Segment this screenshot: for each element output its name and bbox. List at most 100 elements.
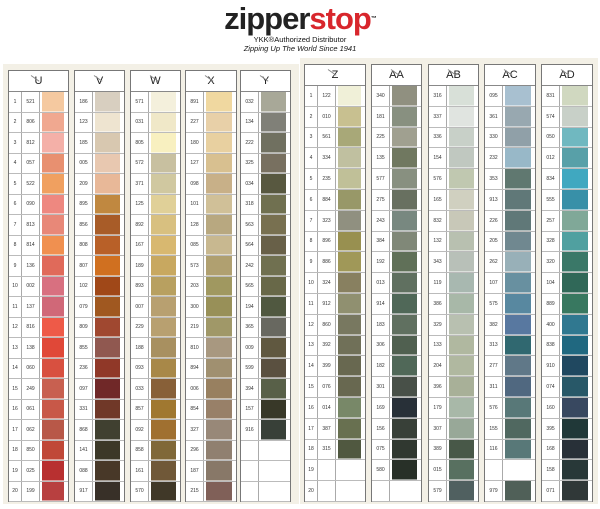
color-row: 123 [75, 112, 124, 133]
color-code: 249 [22, 379, 40, 399]
color-row: 15 076 [305, 377, 365, 398]
color-code: 242 [241, 256, 259, 276]
color-code: 128 [186, 215, 204, 235]
color-swatch [261, 194, 286, 214]
color-row: 3 561 [305, 127, 365, 149]
column-header: AB [429, 65, 478, 86]
color-row: 917 [75, 481, 124, 502]
color-swatch [95, 420, 120, 440]
color-swatch [206, 420, 232, 440]
color-row: 301 [372, 377, 421, 398]
color-panel-right: Z112220103561433452356884732388969886103… [300, 58, 598, 504]
color-code: 394 [241, 379, 259, 399]
color-row: 9 886 [305, 252, 365, 274]
color-code: 361 [485, 106, 503, 127]
color-row: 242 [241, 256, 290, 277]
color-row: 125 [131, 194, 180, 215]
color-row: 573 [186, 256, 236, 277]
color-row: 895 [75, 194, 124, 215]
color-row: 257 [542, 210, 592, 232]
color-swatch [449, 252, 474, 273]
color-code: 097 [75, 379, 93, 399]
color-row: 563 [241, 215, 290, 236]
color-swatch [95, 153, 120, 173]
color-swatch [261, 153, 286, 173]
color-swatch [95, 256, 120, 276]
color-panel-left: U152128063812405755226090781388149136100… [3, 64, 299, 504]
column-header: AD [542, 65, 592, 86]
color-code: 194 [241, 297, 259, 317]
color-code: 104 [542, 273, 560, 293]
color-swatch [151, 379, 176, 399]
color-row: 913 [485, 189, 535, 211]
color-code: 323 [318, 210, 336, 231]
color-swatch [562, 460, 588, 481]
color-row: 4 057 [9, 153, 68, 174]
row-number: 8 [305, 231, 318, 252]
column-header: Y [241, 71, 290, 92]
row-number: 9 [305, 252, 318, 273]
color-swatch [449, 335, 474, 356]
color-code: 575 [485, 293, 503, 314]
color-swatch [562, 169, 588, 189]
row-number: 11 [9, 297, 22, 317]
color-row: 910 [542, 356, 592, 378]
color-code: 235 [318, 169, 336, 189]
color-swatch [261, 482, 286, 501]
color-code: 205 [485, 231, 503, 252]
row-number: 3 [305, 127, 318, 148]
color-code: 895 [75, 194, 93, 214]
color-code: 896 [318, 231, 336, 252]
color-row: 127 [186, 153, 236, 174]
color-row: 19 [305, 460, 365, 482]
row-number: 8 [9, 235, 22, 255]
color-row: 169 [372, 397, 421, 419]
row-number: 20 [9, 481, 22, 501]
color-code: 229 [131, 317, 149, 337]
color-row: 222 [241, 133, 290, 154]
color-row: 227 [186, 112, 236, 133]
color-row: 6 090 [9, 194, 68, 215]
color-swatch [562, 481, 588, 501]
color-swatch [95, 358, 120, 378]
color-code: 168 [542, 439, 560, 460]
color-code: 186 [75, 92, 93, 112]
color-swatch [449, 356, 474, 377]
color-code: 137 [22, 297, 40, 317]
color-row: 5 522 [9, 174, 68, 195]
color-swatch [206, 317, 232, 337]
color-swatch [449, 169, 474, 189]
color-swatch [338, 210, 361, 231]
color-row: 327 [186, 420, 236, 441]
color-row: 306 [372, 335, 421, 357]
color-swatch [42, 194, 64, 214]
color-swatch [261, 317, 286, 337]
color-code: 371 [131, 174, 149, 194]
color-code: 916 [241, 420, 259, 440]
color-row: 329 [429, 314, 478, 336]
row-number: 12 [305, 314, 318, 335]
color-swatch [95, 194, 120, 214]
column-header: V [75, 71, 124, 92]
color-swatch [392, 210, 417, 231]
color-row: 831 [542, 86, 592, 107]
color-swatch [206, 153, 232, 173]
color-code: 914 [372, 293, 390, 314]
color-code: 576 [429, 169, 447, 189]
color-code: 392 [318, 335, 336, 356]
color-code: 098 [186, 174, 204, 194]
color-swatch [42, 358, 64, 378]
row-number: 11 [305, 293, 318, 314]
color-row: 343 [429, 252, 478, 274]
row-number: 18 [9, 440, 22, 460]
color-row: 337 [429, 106, 478, 128]
color-swatch [151, 194, 176, 214]
color-code: 563 [241, 215, 259, 235]
color-swatch [338, 169, 361, 189]
row-number: 9 [9, 256, 22, 276]
color-row: 6 884 [305, 189, 365, 211]
color-row: 2 806 [9, 112, 68, 133]
color-row: 807 [75, 256, 124, 277]
color-swatch [42, 256, 64, 276]
color-swatch [206, 133, 232, 153]
